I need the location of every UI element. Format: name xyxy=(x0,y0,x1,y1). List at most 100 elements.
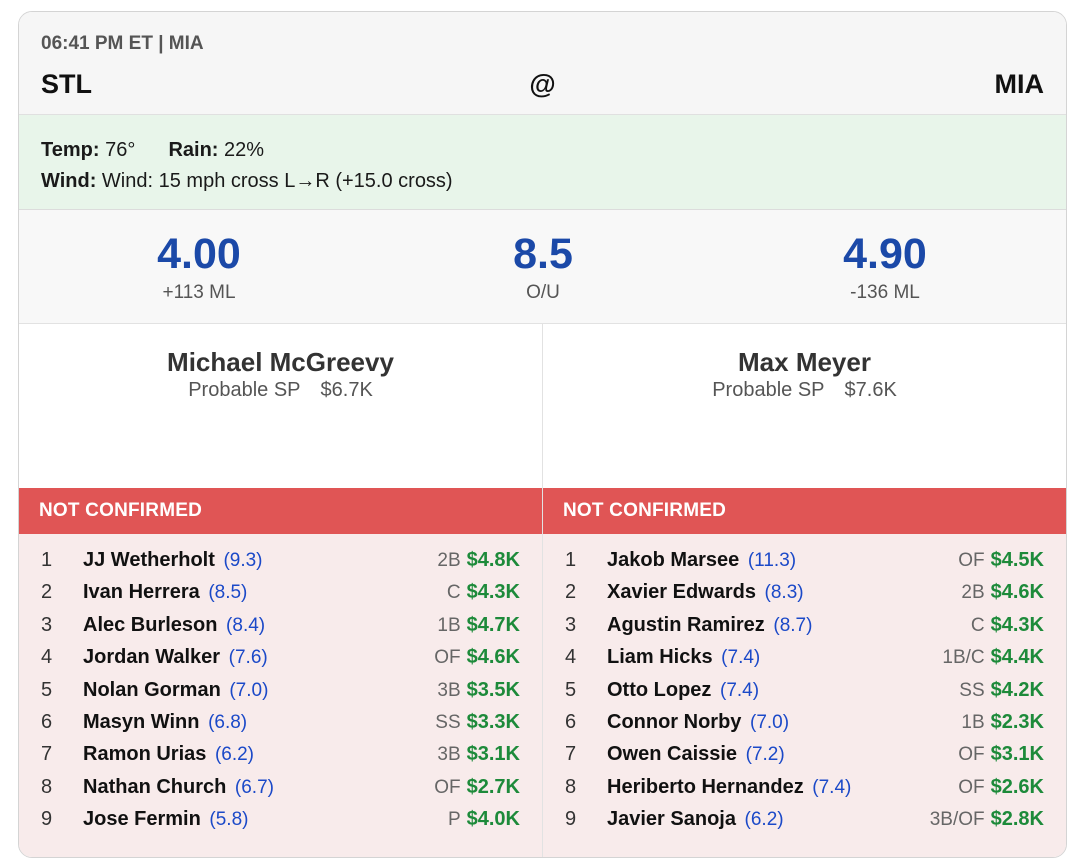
player-name-text[interactable]: Ramon Urias xyxy=(83,743,207,766)
lineup-row[interactable]: 9 Jose Fermin (5.8) P $4.0K xyxy=(19,808,542,840)
player-name[interactable]: JJ Wetherholt (9.3) xyxy=(83,549,263,572)
player-pos-salary: OF $4.5K xyxy=(958,549,1044,572)
player-name-text[interactable]: Javier Sanoja xyxy=(607,808,736,831)
player-name-text[interactable]: Jordan Walker xyxy=(83,646,221,669)
player-pos-salary: 3B $3.5K xyxy=(437,679,520,702)
lineup-row[interactable]: 7 Ramon Urias (6.2) 3B $3.1K xyxy=(19,743,542,775)
home-pitcher-salary: $7.6K xyxy=(844,379,897,401)
away-pitcher-name[interactable]: Michael McGreevy xyxy=(167,347,394,377)
player-position: 1B/C xyxy=(942,647,985,669)
player-pos-salary: 1B/C $4.4K xyxy=(942,646,1044,669)
player-salary: $4.6K xyxy=(466,646,520,669)
player-name[interactable]: Heriberto Hernandez (7.4) xyxy=(607,776,851,799)
player-projection: (6.8) xyxy=(208,711,248,733)
lineup-row[interactable]: 4 Jordan Walker (7.6) OF $4.6K xyxy=(19,646,542,678)
player-name[interactable]: Otto Lopez (7.4) xyxy=(607,679,759,702)
player-name-text[interactable]: Connor Norby xyxy=(607,710,742,733)
player-position: C xyxy=(446,582,461,604)
player-name[interactable]: Jakob Marsee (11.3) xyxy=(607,549,796,572)
player-name-text[interactable]: Nathan Church xyxy=(83,775,227,798)
player-name[interactable]: Masyn Winn (6.8) xyxy=(83,711,247,734)
player-name[interactable]: Nolan Gorman (7.0) xyxy=(83,679,268,702)
lineup-row[interactable]: 9 Javier Sanoja (6.2) 3B/OF $2.8K xyxy=(543,808,1066,840)
batting-order: 7 xyxy=(41,743,53,766)
player-name-text[interactable]: Ivan Herrera xyxy=(83,581,200,604)
lineup-row[interactable]: 4 Liam Hicks (7.4) 1B/C $4.4K xyxy=(543,646,1066,678)
player-name[interactable]: Ramon Urias (6.2) xyxy=(83,743,254,766)
player-pos-salary: 1B $4.7K xyxy=(437,614,520,637)
player-name-text[interactable]: Liam Hicks xyxy=(607,646,713,669)
temp-label: Temp: xyxy=(41,139,100,161)
player-name[interactable]: Nathan Church (6.7) xyxy=(83,776,274,799)
lineup-row[interactable]: 1 JJ Wetherholt (9.3) 2B $4.8K xyxy=(19,549,542,581)
game-header: 06:41 PM ET | MIA STL @ MIA xyxy=(19,12,1066,115)
player-projection: (7.4) xyxy=(721,647,761,669)
home-team[interactable]: MIA xyxy=(994,69,1045,99)
player-name-text[interactable]: Agustin Ramirez xyxy=(607,613,765,636)
player-name[interactable]: Agustin Ramirez (8.7) xyxy=(607,614,812,637)
lineup-row[interactable]: 8 Nathan Church (6.7) OF $2.7K xyxy=(19,776,542,808)
lineup-row[interactable]: 5 Otto Lopez (7.4) SS $4.2K xyxy=(543,679,1066,711)
player-name[interactable]: Jordan Walker (7.6) xyxy=(83,646,268,669)
player-name[interactable]: Alec Burleson (8.4) xyxy=(83,614,265,637)
player-position: 3B xyxy=(437,744,461,766)
player-name-text[interactable]: Nolan Gorman xyxy=(83,678,221,701)
batting-order: 2 xyxy=(565,581,577,604)
player-name[interactable]: Xavier Edwards (8.3) xyxy=(607,581,804,604)
player-name-text[interactable]: Jose Fermin xyxy=(83,808,201,831)
player-name[interactable]: Connor Norby (7.0) xyxy=(607,711,789,734)
batting-order: 4 xyxy=(565,646,577,669)
away-team[interactable]: STL xyxy=(41,69,92,99)
lineup-row[interactable]: 8 Heriberto Hernandez (7.4) OF $2.6K xyxy=(543,776,1066,808)
player-salary: $4.2K xyxy=(990,678,1044,701)
player-name-text[interactable]: Otto Lopez xyxy=(607,678,712,701)
player-pos-salary: OF $2.6K xyxy=(958,776,1044,799)
lineup-row[interactable]: 2 Xavier Edwards (8.3) 2B $4.6K xyxy=(543,581,1066,613)
batting-order: 9 xyxy=(41,808,53,831)
player-name-text[interactable]: Jakob Marsee xyxy=(607,549,740,571)
player-pos-salary: SS $3.3K xyxy=(435,711,520,734)
player-name[interactable]: Javier Sanoja (6.2) xyxy=(607,808,784,831)
player-name-text[interactable]: JJ Wetherholt xyxy=(83,549,215,571)
lineup-row[interactable]: 5 Nolan Gorman (7.0) 3B $3.5K xyxy=(19,679,542,711)
game-time: 06:41 PM ET | MIA xyxy=(41,33,204,54)
player-position: SS xyxy=(959,679,985,701)
lineup-row[interactable]: 7 Owen Caissie (7.2) OF $3.1K xyxy=(543,743,1066,775)
away-pitcher-role: Probable SP xyxy=(188,379,301,401)
away-lineup: NOT CONFIRMED 1 JJ Wetherholt (9.3) 2B $4.8… xyxy=(19,488,542,857)
lineup-row[interactable]: 3 Agustin Ramirez (8.7) C $4.3K xyxy=(543,614,1066,646)
player-name-text[interactable]: Masyn Winn xyxy=(83,710,200,733)
player-name-text[interactable]: Alec Burleson xyxy=(83,613,218,636)
player-name[interactable]: Liam Hicks (7.4) xyxy=(607,646,760,669)
player-name[interactable]: Owen Caissie (7.2) xyxy=(607,743,785,766)
player-name-text[interactable]: Xavier Edwards xyxy=(607,581,756,604)
batting-order: 6 xyxy=(41,710,53,733)
player-projection: (7.2) xyxy=(745,744,785,766)
player-name[interactable]: Jose Fermin (5.8) xyxy=(83,808,248,831)
batting-order: 4 xyxy=(41,646,53,669)
player-name-text[interactable]: Owen Caissie xyxy=(607,743,738,766)
lineup-row[interactable]: 6 Connor Norby (7.0) 1B $2.3K xyxy=(543,711,1066,743)
lineup-row[interactable]: 3 Alec Burleson (8.4) 1B $4.7K xyxy=(19,614,542,646)
player-name[interactable]: Ivan Herrera (8.5) xyxy=(83,581,247,604)
lineup-row[interactable]: 1 Jakob Marsee (11.3) OF $4.5K xyxy=(543,549,1066,581)
player-pos-salary: SS $4.2K xyxy=(959,679,1044,702)
home-implied-total: 4.90 xyxy=(843,230,927,278)
player-pos-salary: P $4.0K xyxy=(448,808,520,831)
lineup-row[interactable]: 2 Ivan Herrera (8.5) C $4.3K xyxy=(19,581,542,613)
home-lineup: NOT CONFIRMED 1 Jakob Marsee (11.3) OF $4.5… xyxy=(542,488,1066,857)
home-pitcher-name[interactable]: Max Meyer xyxy=(738,347,871,377)
lineup-status-badge: NOT CONFIRMED xyxy=(19,488,542,534)
player-position: 1B xyxy=(437,614,461,636)
player-name-text[interactable]: Heriberto Hernandez xyxy=(607,775,804,798)
player-position: 3B/OF xyxy=(929,809,985,831)
weather-panel: Temp: 76° Rain: 22% Wind: Wind: 15 mph c… xyxy=(19,115,1066,210)
player-salary: $4.6K xyxy=(990,581,1044,604)
player-projection: (5.8) xyxy=(209,809,249,831)
wind-value: Wind: 15 mph cross L→R (+15.0 cross) xyxy=(101,170,453,192)
player-position: 2B xyxy=(961,582,985,604)
player-projection: (7.0) xyxy=(750,711,790,733)
player-salary: $3.1K xyxy=(990,743,1044,766)
lineup-row[interactable]: 6 Masyn Winn (6.8) SS $3.3K xyxy=(19,711,542,743)
temp-value: 76° xyxy=(105,139,136,161)
